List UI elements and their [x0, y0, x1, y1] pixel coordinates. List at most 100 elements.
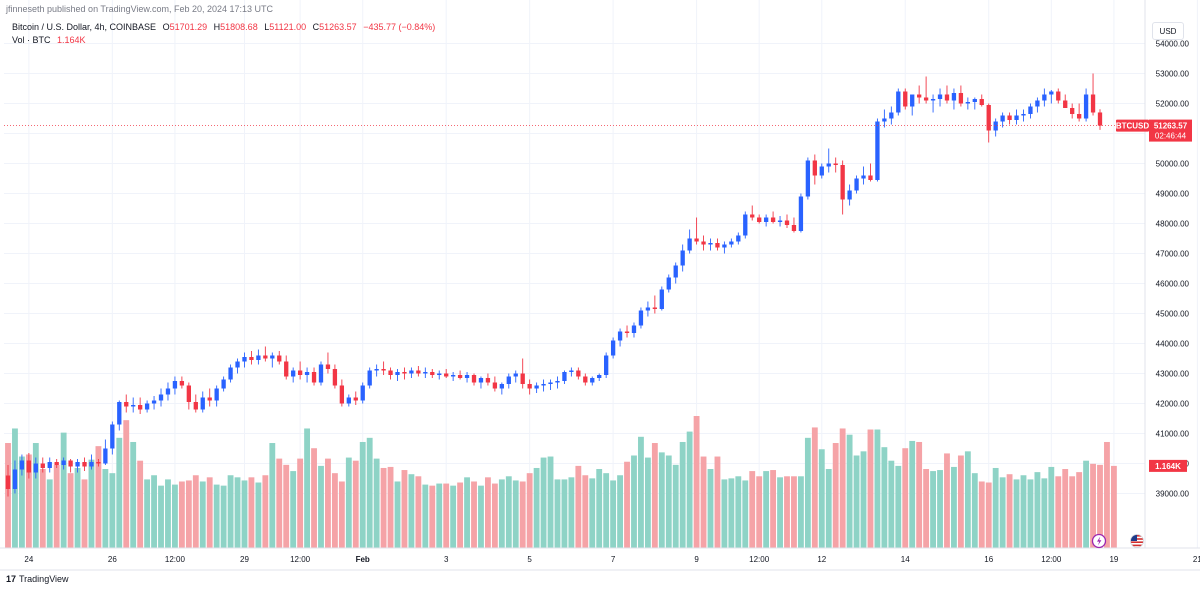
symbol-legend[interactable]: Bitcoin / U.S. Dollar, 4h, COINBASE O517… [12, 22, 439, 32]
volume-bar [512, 480, 519, 548]
candle-body [896, 91, 901, 113]
volume-bar [1013, 479, 1020, 548]
candle-body [826, 163, 831, 167]
candle-body [464, 375, 470, 378]
candle-body [297, 370, 303, 375]
price-tick-label: 53000.00 [1156, 70, 1190, 79]
candle-body [875, 121, 880, 180]
candle [944, 85, 950, 104]
candle [478, 376, 484, 389]
time-tick-label: 12:00 [749, 555, 770, 564]
candle [590, 376, 595, 386]
volume-bar [860, 451, 867, 548]
us-flag-icon[interactable] [1130, 534, 1144, 548]
candle [638, 307, 644, 329]
candle [729, 238, 734, 248]
candle-body [388, 370, 393, 375]
time-tick-label: 12:00 [1041, 555, 1062, 564]
candle [388, 367, 393, 380]
volume-bar [304, 428, 311, 548]
volume-bar [930, 471, 936, 548]
candle [367, 367, 372, 389]
volume-bar [450, 485, 457, 548]
candle-body [395, 372, 400, 375]
candle [840, 160, 845, 215]
volume-bar [999, 477, 1006, 548]
volume-bar [638, 436, 644, 548]
candle-body [910, 94, 915, 107]
candle-body [61, 460, 66, 465]
tradingview-logo[interactable]: 17 TradingView [6, 574, 69, 584]
close-label: C [312, 22, 320, 32]
candle-body [117, 402, 122, 425]
candle-body [284, 361, 289, 377]
candle-body [812, 160, 817, 176]
volume-bar [735, 476, 742, 548]
candle-body [583, 376, 588, 383]
volume-bar [436, 483, 443, 548]
price-axis[interactable]: 39000.0040000.0041000.0042000.0043000.00… [1156, 40, 1190, 499]
lightning-icon[interactable] [1091, 533, 1107, 549]
volume-bar [478, 485, 484, 548]
candle [221, 376, 226, 392]
candle [673, 262, 678, 284]
volume-bar [957, 455, 964, 548]
candle-body [1076, 114, 1082, 119]
volume-legend[interactable]: Vol · BTC 1.164K [12, 35, 90, 45]
candle-body [402, 372, 407, 374]
last-price-label: 51263.57 [1154, 122, 1188, 131]
close-value: 51263.57 [319, 22, 357, 32]
volume-bar [25, 454, 32, 548]
volume-bar [700, 456, 707, 548]
candle [527, 379, 532, 395]
candle [555, 376, 560, 389]
price-tag: BTCUSD 51263.57 02:46:44 [1116, 119, 1192, 142]
candle-body [471, 375, 477, 383]
candle-body [1007, 115, 1012, 120]
candle [19, 454, 25, 476]
volume-bar [804, 437, 811, 548]
candle-body [214, 388, 219, 401]
price-tick-label: 46000.00 [1156, 280, 1190, 289]
time-axis[interactable]: 24 26 12:00 29 12:00 Feb 3 5 7 9 12:00 12 14 16 12:00 1… [24, 555, 1200, 564]
currency-button[interactable]: USD [1152, 22, 1184, 40]
time-tick-label: 7 [611, 555, 616, 564]
price-candles [5, 73, 1103, 497]
symbol-description[interactable]: Bitcoin / U.S. Dollar, 4h, COINBASE [12, 22, 157, 32]
volume-bar [290, 471, 297, 548]
price-tick-label: 39000.00 [1156, 490, 1190, 499]
price-tick-label: 52000.00 [1156, 100, 1190, 109]
candle [972, 97, 977, 110]
candle-body [291, 370, 296, 377]
volume-label[interactable]: Vol · BTC [12, 35, 51, 45]
candle-body [576, 370, 581, 377]
candle [207, 388, 212, 407]
candle-body [861, 175, 866, 179]
volume-bar [658, 452, 665, 548]
candle [124, 394, 129, 413]
volume-bar [241, 480, 248, 548]
candle [819, 163, 824, 179]
candle [520, 358, 525, 389]
candle [131, 397, 136, 413]
volume-bar [74, 467, 81, 548]
candle-body [26, 460, 32, 473]
candle [826, 148, 831, 173]
candle [743, 211, 748, 239]
candle-body [423, 372, 428, 374]
candle-body [346, 397, 351, 404]
candle [805, 157, 811, 200]
candle [33, 457, 38, 479]
time-tick-label: 26 [108, 555, 117, 564]
candle [694, 217, 699, 245]
high-label: H [213, 22, 221, 32]
volume-bar [686, 431, 693, 548]
candle [402, 367, 407, 380]
candle-body [1049, 91, 1054, 95]
candle-body [937, 94, 943, 99]
candle-body [96, 462, 101, 464]
time-tick-label: 19 [1109, 555, 1118, 564]
candle [680, 244, 685, 272]
